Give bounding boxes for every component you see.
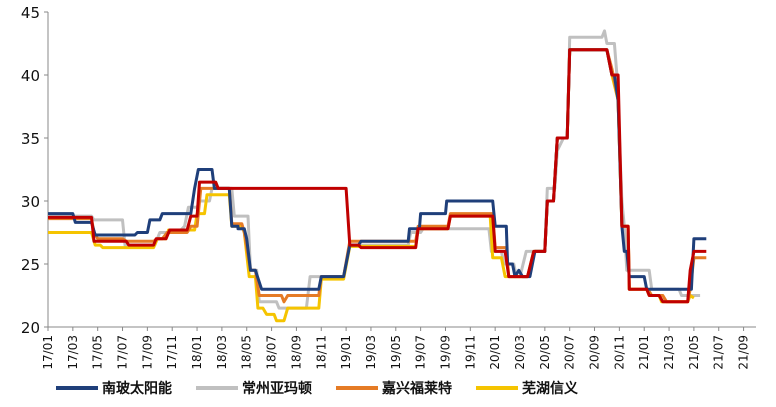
x-tick-labels: 17/01 17/03 17/05 17/07 17/09 17/11 18/01 18/03… [41, 327, 751, 370]
plot-frame [47, 12, 756, 328]
x-tick-label: 17/01 [41, 335, 55, 370]
x-tick-label: 20/09 [588, 335, 602, 370]
series-lines [48, 29, 707, 323]
y-tick-label: 40 [21, 67, 40, 85]
legend-label: 芜湖信义 [522, 380, 578, 397]
x-tick-label: 18/05 [240, 335, 254, 370]
y-tick-label: 25 [21, 256, 40, 274]
x-tick-label: 18/07 [265, 335, 279, 370]
series-line-0 [48, 48, 707, 291]
x-tick-label: 21/03 [662, 335, 676, 370]
x-tick-label: 18/11 [314, 335, 328, 370]
x-tick-label: 20/03 [513, 335, 527, 370]
x-tick-label: 19/11 [463, 335, 477, 370]
legend-label: 南玻太阳能 [102, 380, 172, 397]
series-line-2 [48, 48, 707, 304]
x-tick-label: 19/03 [364, 335, 378, 370]
x-tick-label: 21/05 [687, 335, 701, 370]
y-tick-label: 30 [21, 193, 40, 211]
x-tick-label: 17/09 [140, 335, 154, 370]
x-tick-label: 18/03 [215, 335, 229, 370]
x-tick-label: 17/05 [91, 335, 105, 370]
series-line-3 [48, 48, 695, 323]
x-tick-label: 21/09 [737, 335, 751, 370]
legend: 南玻太阳能 常州亚玛顿 嘉兴福莱特 芜湖信义 [56, 380, 578, 397]
x-tick-label: 19/07 [414, 335, 428, 370]
y-tick-label: 35 [21, 130, 40, 148]
x-tick-label: 17/11 [165, 335, 179, 370]
x-tick-label: 18/09 [289, 335, 303, 370]
x-tick-label: 20/07 [563, 335, 577, 370]
series-line-1 [48, 29, 701, 310]
x-tick-label: 19/09 [438, 335, 452, 370]
x-tick-label: 20/11 [612, 335, 626, 370]
y-tick-labels: 20 25 30 35 40 45 [21, 4, 48, 337]
watermark: 天海·硅空财富 [606, 381, 701, 400]
x-tick-label: 20/01 [488, 335, 502, 370]
y-tick-label: 20 [21, 319, 40, 337]
x-tick-label: 19/05 [389, 335, 403, 370]
x-tick-label: 19/01 [339, 335, 353, 370]
x-tick-label: 17/03 [66, 335, 80, 370]
y-tick-label: 45 [21, 4, 40, 22]
x-tick-label: 17/07 [116, 335, 130, 370]
legend-label: 常州亚玛顿 [242, 380, 312, 397]
x-tick-label: 21/07 [712, 335, 726, 370]
watermark-text: 天海·硅空财富 [606, 381, 701, 399]
legend-label: 嘉兴福莱特 [381, 380, 452, 397]
x-tick-label: 21/01 [637, 335, 651, 370]
series-line-4 [48, 48, 707, 304]
x-tick-label: 20/05 [538, 335, 552, 370]
x-tick-label: 18/01 [190, 335, 204, 370]
